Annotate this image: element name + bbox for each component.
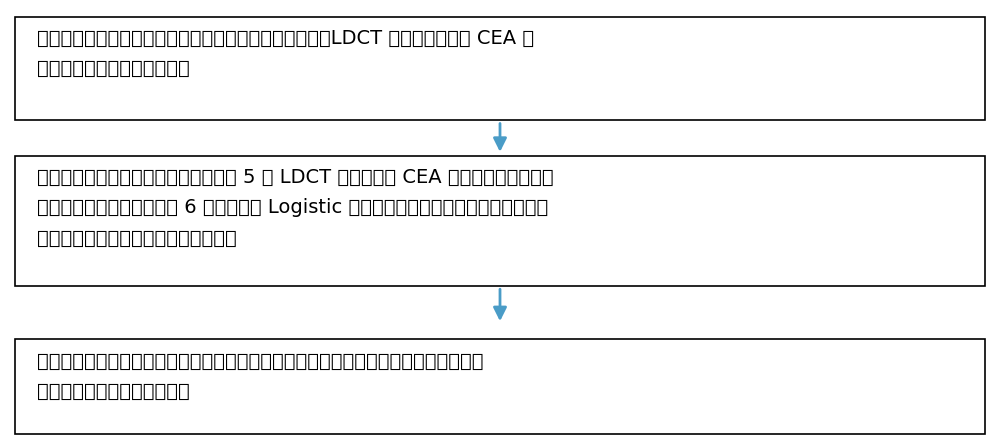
Text: 通过单因素和多因素分析，共筛选得到 5 个 LDCT 指标和血清 CEA 水平能够有效鉴别良
恶性肺结节，采用进入法将 6 个指标纳入 Logistic 回归模: 通过单因素和多因素分析，共筛选得到 5 个 LDCT 指标和血清 CEA 水平能…	[37, 168, 554, 248]
Text: 收集具有明确病理诊断的良恶性肺结节患者的临床信息、LDCT 特征信息及血清 CEA 水
平信息，构建良恶性肺结节库: 收集具有明确病理诊断的良恶性肺结节患者的临床信息、LDCT 特征信息及血清 CE…	[37, 29, 534, 78]
FancyBboxPatch shape	[15, 16, 985, 120]
Text: 用于对患者信息进行分层处理，验证列线图预测模型的预测效能；利用验证的列线图预
测模型进行肺结节良恶性预测: 用于对患者信息进行分层处理，验证列线图预测模型的预测效能；利用验证的列线图预 测…	[37, 352, 484, 401]
FancyBboxPatch shape	[15, 156, 985, 286]
FancyBboxPatch shape	[15, 339, 985, 434]
